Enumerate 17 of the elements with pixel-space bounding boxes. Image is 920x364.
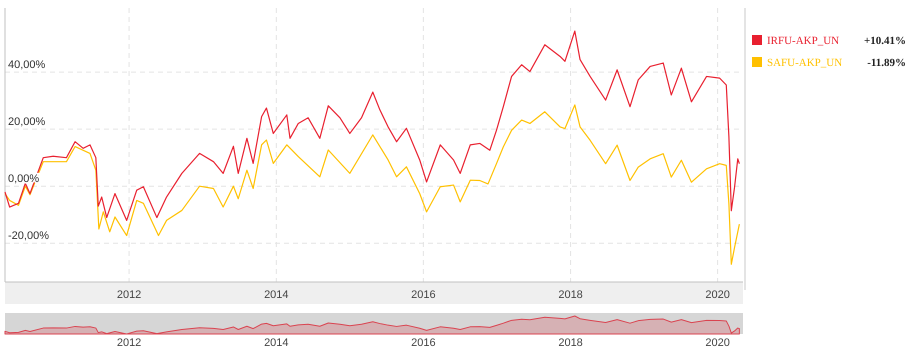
x-tick-label: 2014: [264, 289, 289, 301]
x-tick-label: 2018: [558, 289, 583, 301]
x-tick-label: 2012: [116, 337, 142, 349]
x-tick-label: 2012: [116, 289, 142, 301]
legend-label: IRFU-AKP_UN: [767, 35, 840, 47]
y-tick-label: -20,00%: [8, 230, 50, 242]
x-tick-label: 2016: [411, 289, 436, 301]
y-tick-label: 40,00%: [8, 59, 46, 72]
text: +10.41%: [864, 35, 906, 47]
x-tick-label: 2020: [705, 289, 730, 301]
x-tick-label: 2014: [264, 337, 289, 349]
x-tick-label: 2018: [558, 337, 583, 349]
x-tick-label: 2016: [411, 337, 436, 349]
legend-label: SAFU-AKP_UN: [767, 57, 842, 69]
x-tick-label: 2020: [705, 337, 730, 349]
text: -11.89%: [867, 57, 906, 69]
y-tick-label: 20,00%: [8, 116, 46, 128]
